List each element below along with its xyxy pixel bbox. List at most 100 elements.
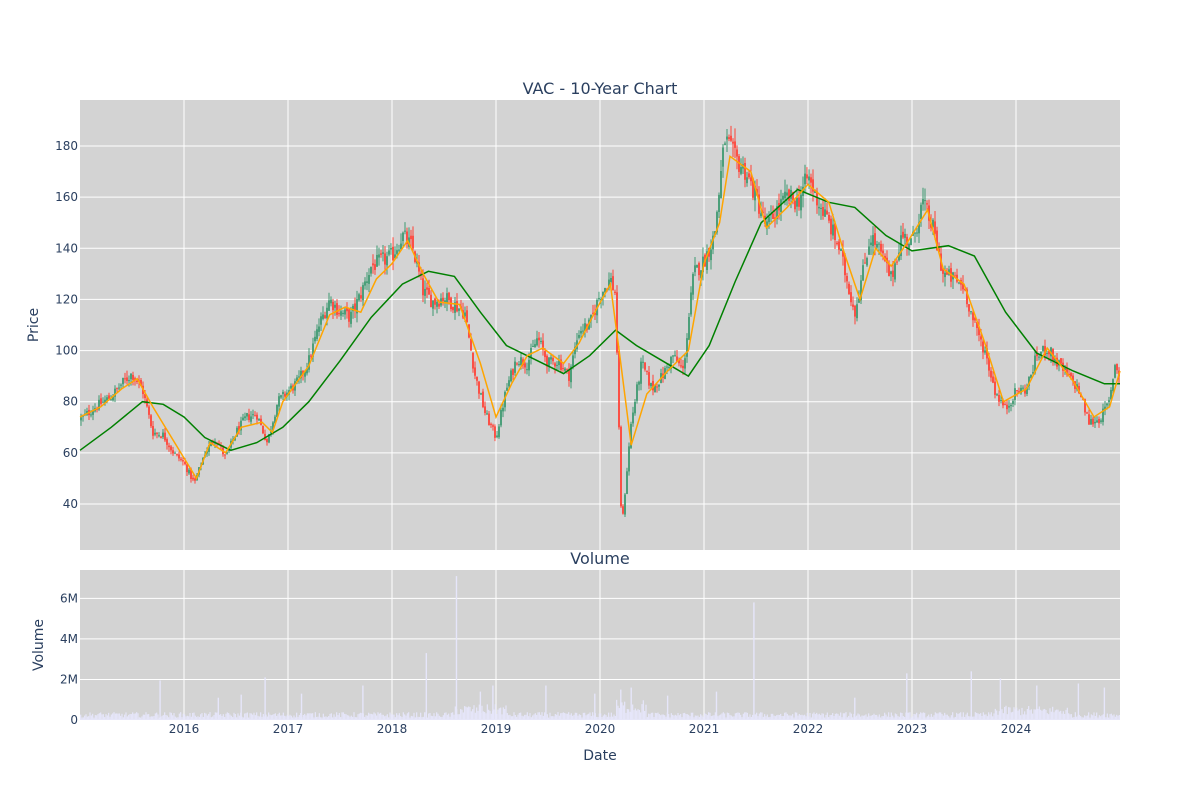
candle-body-down: [846, 276, 848, 282]
volume-bar-spike: [240, 694, 242, 720]
volume-bar: [898, 716, 900, 720]
volume-bar: [85, 714, 87, 720]
candle-body-up: [500, 409, 502, 426]
volume-bar: [518, 712, 520, 720]
volume-bar: [656, 713, 658, 720]
volume-bar: [985, 714, 987, 720]
volume-y-ticks: 0 2M 4M 6M: [60, 591, 78, 727]
volume-bar: [242, 717, 244, 720]
volume-bar: [241, 716, 243, 720]
volume-bar: [700, 714, 702, 720]
volume-bar-spike: [159, 680, 161, 720]
candle-body-down: [906, 236, 908, 246]
volume-bar: [285, 716, 287, 720]
candle-body-up: [352, 305, 354, 312]
volume-bar: [505, 705, 507, 720]
volume-bar: [288, 716, 290, 720]
volume-bar: [741, 717, 743, 720]
volume-bar: [809, 712, 811, 720]
volume-bar: [185, 716, 187, 720]
volume-bar: [309, 713, 311, 720]
candle-body-up: [692, 274, 694, 295]
volume-bar: [464, 706, 466, 720]
candle-body-down: [126, 377, 128, 381]
candle-body-up: [268, 434, 270, 443]
volume-bar: [213, 715, 215, 720]
volume-bar: [562, 712, 564, 720]
volume-bar: [1066, 707, 1068, 720]
volume-bar: [289, 714, 291, 720]
volume-bar: [128, 714, 130, 720]
candle-body-down: [880, 243, 882, 252]
volume-bar: [786, 713, 788, 720]
volume-bar: [168, 717, 170, 720]
volume-bar: [557, 712, 559, 720]
volume-bar: [188, 716, 190, 720]
candle-body-up: [158, 435, 160, 437]
candle-body-up: [454, 302, 456, 313]
candle-body-down: [134, 378, 136, 381]
volume-bar: [554, 713, 556, 720]
volume-bar: [1086, 715, 1088, 720]
volume-bar: [348, 715, 350, 720]
volume-bar: [677, 712, 679, 720]
volume-bar: [1082, 717, 1084, 720]
candle-body-down: [836, 242, 838, 245]
volume-bar: [474, 712, 476, 720]
volume-bar: [836, 713, 838, 720]
volume-bar: [838, 715, 840, 720]
volume-bar: [142, 714, 144, 720]
volume-bar: [256, 712, 258, 720]
volume-bar: [922, 712, 924, 720]
candle-body-up: [944, 272, 946, 278]
candle-body-up: [236, 427, 238, 437]
volume-bar: [965, 714, 967, 720]
volume-bar: [196, 716, 198, 720]
candle-body-up: [328, 300, 330, 311]
volume-bar: [614, 715, 616, 720]
volume-bar: [653, 717, 655, 720]
volume-bar: [109, 716, 111, 720]
candle-body-up: [712, 235, 714, 250]
volume-bar: [616, 699, 618, 720]
volume-bar: [293, 715, 295, 720]
candle-body-up: [776, 206, 778, 219]
volume-bar: [125, 712, 127, 720]
volume-bar: [588, 713, 590, 720]
candle-body-up: [996, 394, 998, 396]
candle-body-up: [856, 304, 858, 319]
volume-bar: [822, 713, 824, 720]
volume-bar: [385, 715, 387, 720]
volume-bar: [830, 714, 832, 720]
volume-bar: [902, 716, 904, 720]
candle-body-up: [720, 171, 722, 199]
volume-bar-spike: [264, 677, 266, 720]
volume-bar: [476, 707, 478, 720]
volume-tick-label: 4M: [60, 632, 78, 646]
candle-body-up: [1022, 387, 1024, 389]
candle-body-up: [394, 254, 396, 259]
candle-body-down: [806, 174, 808, 179]
date-tick-label: 2019: [481, 722, 512, 736]
volume-bar: [488, 709, 490, 720]
candlesticks: [80, 125, 1120, 517]
volume-bar: [722, 712, 724, 720]
candle-body-down: [838, 241, 840, 250]
volume-bar: [572, 715, 574, 720]
volume-bar: [1026, 709, 1028, 720]
candle-body-down: [478, 381, 480, 394]
volume-bar: [468, 706, 470, 720]
volume-bars: [80, 576, 1120, 720]
volume-tick-label: 6M: [60, 591, 78, 605]
candle-body-up: [356, 299, 358, 314]
volume-bar: [761, 712, 763, 720]
candle-body-up: [162, 432, 164, 438]
volume-bar: [658, 714, 660, 720]
volume-bar: [430, 715, 432, 720]
candle-body-up: [534, 344, 536, 348]
volume-bar: [369, 713, 371, 720]
volume-bar: [606, 716, 608, 720]
candle-body-down: [892, 270, 894, 277]
price-tick-label: 120: [55, 292, 78, 306]
volume-bar: [710, 716, 712, 720]
